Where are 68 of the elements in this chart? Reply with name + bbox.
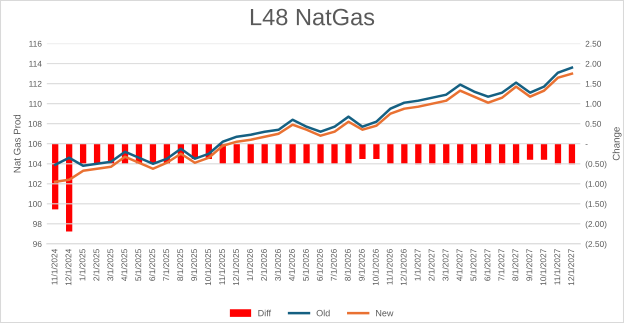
line-series	[54, 72, 574, 184]
x-tick-label: 7/1/2027	[498, 249, 504, 281]
x-tick-label: 9/1/2027	[526, 249, 532, 281]
y-tick-label: 98	[33, 221, 42, 227]
y-tick-label: 104	[28, 160, 42, 167]
x-tick-label: 5/1/2026	[302, 249, 309, 281]
x-tick-label: 10/1/2025	[204, 249, 212, 286]
x-tick-label: 3/1/2025	[107, 249, 114, 281]
x-tick-label: 2/1/2026	[260, 249, 267, 281]
x-tick-label: 4/1/2026	[288, 249, 295, 281]
y2-tick-label: (1.00)	[586, 180, 606, 189]
chart-title: L48 NatGas	[250, 8, 374, 26]
x-tick-label: 2/1/2027	[428, 249, 435, 281]
x-tick-label: 6/1/2025	[149, 249, 156, 281]
y-tick-label: 108	[28, 120, 42, 127]
x-tick-label: 8/1/2025	[176, 249, 184, 281]
y-tick-label: 114	[29, 60, 42, 67]
x-tick-label: 7/1/2025	[163, 249, 170, 281]
y-tick-label: 102	[28, 180, 42, 187]
x-tick-label: 1/1/2027	[414, 249, 421, 281]
x-tick-label: 8/1/2026	[344, 249, 351, 281]
x-tick-label: 1/1/2026	[246, 249, 253, 281]
x-tick-label: 11/1/2025	[218, 249, 226, 285]
x-tick-label: 11/1/2026	[386, 249, 393, 285]
x-tick-label: 9/1/2025	[190, 249, 198, 281]
x-tick-label: 11/1/2027	[554, 249, 560, 285]
y2-tick-label: 1.00	[586, 100, 602, 107]
y2-tick-label: 2.50	[586, 40, 602, 47]
y2-tick-label: 1.50	[586, 80, 602, 87]
y-tick-label: 96	[33, 241, 42, 247]
x-tick-label: 1/1/2025	[79, 249, 86, 281]
x-tick-label: 3/1/2026	[274, 249, 281, 281]
y2-tick-label: 2.00	[586, 60, 602, 67]
y-tick-label: 100	[28, 201, 42, 207]
y2-tick-label: (0.50)	[586, 160, 606, 169]
x-tick-label: 12/1/2027	[568, 249, 574, 286]
y-axis-title: Nat Gas Prod	[13, 114, 21, 172]
y2-axis-title: Change	[612, 127, 622, 160]
x-tick-label: 3/1/2027	[442, 249, 448, 281]
x-tick-label: 6/1/2027	[484, 249, 490, 281]
y2-tick-label: 0.50	[586, 120, 602, 127]
x-tick-label: 4/1/2027	[456, 249, 462, 281]
y-tick-label: 112	[29, 80, 42, 87]
x-tick-label: 12/1/2024	[65, 248, 72, 286]
y2-tick-label: (1.50)	[586, 200, 606, 209]
x-tick-label: 12/1/2025	[232, 249, 239, 286]
x-tick-label: 11/1/2024	[51, 248, 58, 285]
x-tick-label: 10/1/2027	[540, 249, 546, 286]
y-tick-label: 116	[29, 40, 42, 47]
x-tick-label: 4/1/2025	[121, 249, 128, 281]
y-tick-label: 110	[29, 100, 42, 107]
legend-label: New	[376, 310, 394, 316]
x-tick-label: 10/1/2026	[372, 249, 379, 286]
y2-tick-label: (2.50)	[586, 240, 606, 249]
x-tick-label: 5/1/2027	[470, 249, 476, 281]
legend-label: Old	[316, 310, 330, 316]
x-tick-label: 7/1/2026	[330, 249, 337, 281]
y-tick-label: 106	[28, 140, 42, 147]
legend-label: Diff	[258, 310, 272, 316]
y2-tick-label: -	[586, 144, 588, 145]
y2-tick-label: (2.00)	[586, 220, 606, 229]
x-tick-label: 2/1/2025	[93, 249, 100, 281]
x-tick-label: 9/1/2026	[358, 249, 365, 281]
x-tick-label: 5/1/2025	[135, 249, 142, 281]
x-tick-label: 6/1/2026	[316, 249, 323, 281]
x-tick-label: 8/1/2027	[512, 249, 518, 281]
x-tick-label: 12/1/2026	[400, 249, 407, 286]
line-series	[54, 66, 574, 168]
